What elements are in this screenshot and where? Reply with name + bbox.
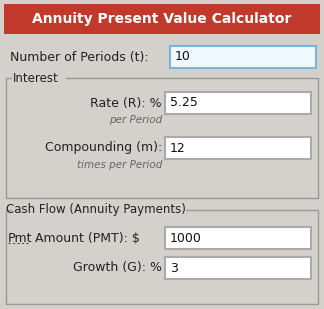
Bar: [170, 46, 316, 68]
Text: Pmt: Pmt: [8, 231, 32, 244]
Bar: [12, 205, 186, 216]
Text: 3: 3: [170, 261, 178, 274]
Bar: [165, 92, 311, 114]
Bar: [165, 257, 311, 279]
Bar: [6, 78, 318, 198]
Text: 5.25: 5.25: [170, 96, 198, 109]
Text: Amount (PMT): $: Amount (PMT): $: [31, 231, 140, 244]
Text: per Period: per Period: [109, 115, 162, 125]
Text: 1000: 1000: [170, 231, 202, 244]
Bar: [6, 210, 318, 304]
Text: times per Period: times per Period: [76, 160, 162, 170]
Text: 10: 10: [175, 50, 191, 64]
Bar: [4, 4, 320, 34]
Bar: [165, 137, 311, 159]
Text: Interest: Interest: [13, 71, 59, 84]
Text: Cash Flow (Annuity Payments): Cash Flow (Annuity Payments): [6, 204, 186, 217]
Bar: [12, 73, 66, 84]
Text: Annuity Present Value Calculator: Annuity Present Value Calculator: [32, 12, 292, 26]
Text: Number of Periods (t):: Number of Periods (t):: [10, 52, 149, 65]
Text: Compounding (m):: Compounding (m):: [45, 142, 162, 154]
Text: Rate (R): %: Rate (R): %: [90, 96, 162, 109]
Text: 12: 12: [170, 142, 186, 154]
Bar: [165, 227, 311, 249]
Text: Growth (G): %: Growth (G): %: [73, 261, 162, 274]
